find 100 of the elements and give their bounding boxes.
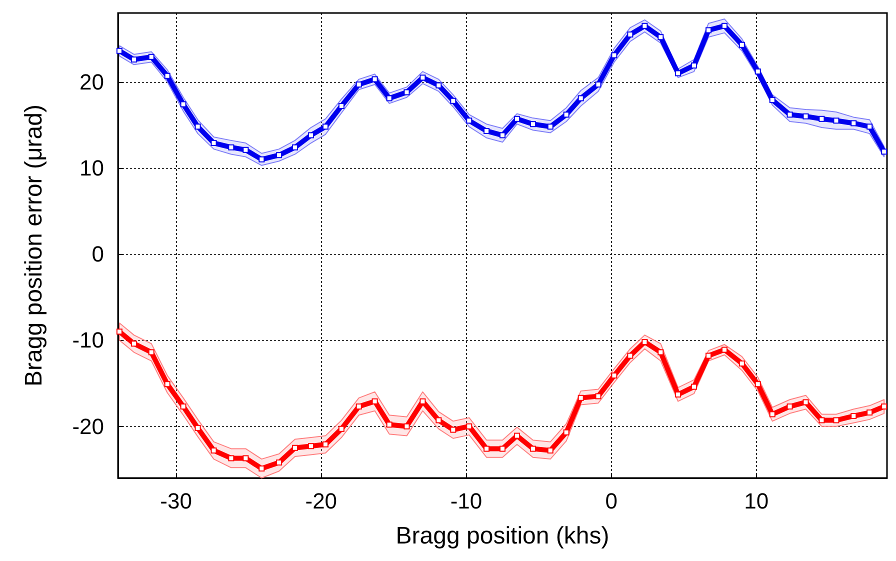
point xyxy=(322,441,328,448)
point xyxy=(738,42,745,48)
x-tick-label: -10 xyxy=(450,488,482,514)
point xyxy=(563,429,570,436)
point xyxy=(148,54,154,60)
point xyxy=(116,328,122,335)
x-axis-title: Bragg position (khs) xyxy=(396,522,610,550)
point xyxy=(530,121,536,128)
point xyxy=(578,394,584,401)
point xyxy=(130,56,137,62)
point xyxy=(578,95,584,102)
point xyxy=(228,144,234,150)
point xyxy=(404,89,410,96)
x-tick-label: -20 xyxy=(305,488,338,514)
point xyxy=(194,124,201,130)
point xyxy=(769,96,776,103)
point xyxy=(356,404,362,410)
point xyxy=(802,113,809,120)
point xyxy=(881,148,888,155)
point xyxy=(436,82,442,88)
point xyxy=(466,118,472,124)
point xyxy=(180,404,186,410)
point xyxy=(500,132,506,138)
point xyxy=(754,68,761,75)
point xyxy=(786,112,793,118)
point xyxy=(595,81,602,88)
point xyxy=(850,120,857,126)
point xyxy=(627,32,634,38)
point xyxy=(180,101,186,108)
point xyxy=(386,422,392,428)
point xyxy=(210,140,217,146)
point xyxy=(292,444,298,451)
point xyxy=(242,146,249,153)
point xyxy=(691,384,698,390)
point xyxy=(194,425,201,432)
point xyxy=(706,352,712,359)
point xyxy=(210,447,217,454)
point xyxy=(292,144,298,150)
point xyxy=(881,404,888,410)
point xyxy=(833,118,840,124)
y-tick-label: -20 xyxy=(72,414,104,439)
point xyxy=(164,72,170,79)
x-tick-label: -30 xyxy=(160,488,192,514)
point xyxy=(721,22,728,29)
point xyxy=(850,413,857,419)
y-tick-label: 20 xyxy=(80,69,104,94)
point xyxy=(420,74,426,81)
point xyxy=(484,128,490,134)
point xyxy=(627,352,634,359)
point xyxy=(866,124,873,130)
point xyxy=(322,124,328,130)
point xyxy=(514,116,520,122)
point xyxy=(116,48,122,54)
point xyxy=(500,446,506,452)
point xyxy=(242,455,249,462)
point xyxy=(338,426,344,432)
point xyxy=(436,417,442,424)
point xyxy=(308,132,314,138)
point xyxy=(691,62,698,69)
y-axis-title: Bragg position error (μrad) xyxy=(20,104,48,386)
point xyxy=(721,346,728,353)
point xyxy=(738,360,745,366)
point xyxy=(530,446,536,452)
point xyxy=(833,417,840,424)
point xyxy=(563,112,570,118)
point xyxy=(372,398,378,404)
y-tick-label: 10 xyxy=(80,156,104,180)
x-tick-label: 0 xyxy=(605,488,618,514)
point xyxy=(450,426,456,433)
point xyxy=(658,349,664,356)
point xyxy=(706,27,712,34)
point xyxy=(802,399,809,406)
point xyxy=(276,460,282,466)
point xyxy=(595,393,602,400)
point xyxy=(386,95,392,102)
point xyxy=(258,156,265,162)
point xyxy=(866,410,873,416)
point xyxy=(258,466,265,472)
point xyxy=(450,98,456,104)
x-tick-label: 10 xyxy=(744,488,769,514)
y-tick-label: -10 xyxy=(72,328,104,353)
point xyxy=(372,76,378,82)
point xyxy=(611,52,618,58)
point xyxy=(404,423,410,430)
point xyxy=(308,443,314,450)
y-tick-label: 0 xyxy=(92,242,104,267)
point xyxy=(130,340,137,347)
point xyxy=(356,81,362,88)
point xyxy=(754,381,761,388)
point xyxy=(276,152,282,158)
point xyxy=(466,423,472,430)
point xyxy=(164,381,170,388)
point xyxy=(547,124,554,130)
point xyxy=(148,349,154,356)
point xyxy=(228,455,234,462)
point xyxy=(547,447,554,454)
point xyxy=(818,116,825,122)
point xyxy=(658,34,664,40)
point xyxy=(818,417,825,424)
point xyxy=(338,103,344,109)
